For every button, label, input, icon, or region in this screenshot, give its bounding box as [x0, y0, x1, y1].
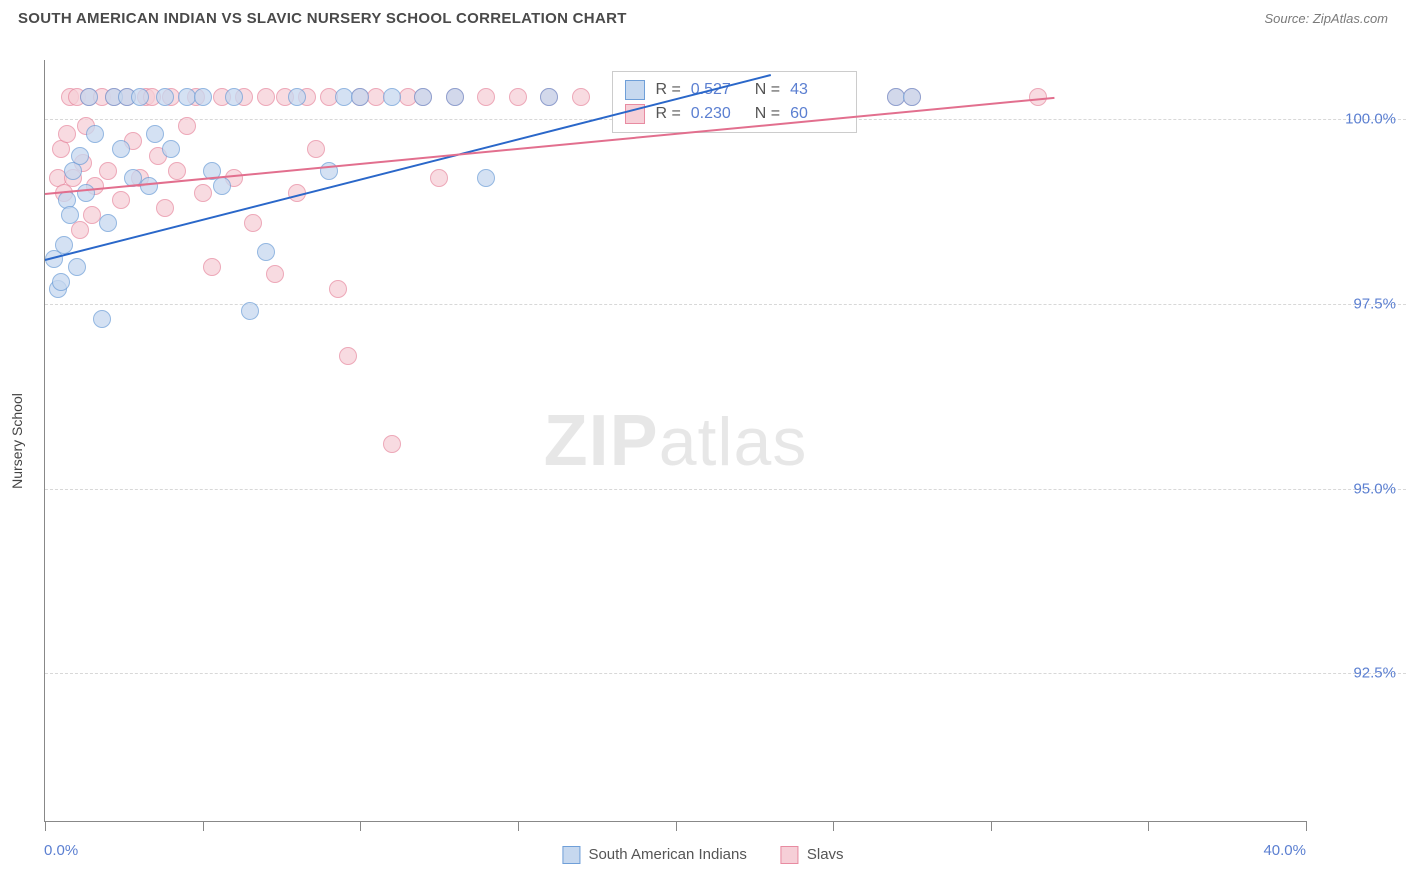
data-point: [213, 177, 231, 195]
chart-area: Nursery School ZIPatlas 92.5%95.0%97.5%1…: [44, 60, 1306, 822]
data-point: [339, 347, 357, 365]
stat-legend: R =0.527N =43R =0.230N =60: [612, 71, 857, 133]
data-point: [131, 88, 149, 106]
x-tick: [1148, 821, 1149, 831]
x-tick: [991, 821, 992, 831]
y-tick-label: 92.5%: [1353, 665, 1396, 682]
x-axis-min-label: 0.0%: [44, 842, 78, 859]
source-attribution: Source: ZipAtlas.com: [1264, 11, 1388, 26]
legend-label: South American Indians: [588, 846, 746, 863]
legend-swatch: [562, 846, 580, 864]
watermark-bold: ZIP: [544, 401, 659, 481]
data-point: [178, 117, 196, 135]
data-point: [77, 184, 95, 202]
gridline: [45, 673, 1406, 674]
data-point: [241, 302, 259, 320]
stat-n-label: N =: [755, 81, 780, 99]
data-point: [146, 125, 164, 143]
data-point: [194, 184, 212, 202]
y-tick-label: 97.5%: [1353, 295, 1396, 312]
data-point: [162, 140, 180, 158]
data-point: [257, 88, 275, 106]
data-point: [156, 88, 174, 106]
data-point: [71, 221, 89, 239]
data-point: [383, 88, 401, 106]
x-tick: [1306, 821, 1307, 831]
legend-swatch: [625, 80, 645, 100]
y-tick-label: 100.0%: [1345, 111, 1396, 128]
data-point: [383, 435, 401, 453]
data-point: [477, 88, 495, 106]
data-point: [55, 236, 73, 254]
gridline: [45, 489, 1406, 490]
data-point: [329, 280, 347, 298]
stat-r-value: 0.230: [691, 105, 745, 123]
legend-bottom: South American Indians Slavs: [562, 846, 843, 864]
data-point: [307, 140, 325, 158]
y-axis-label: Nursery School: [9, 393, 25, 489]
data-point: [168, 162, 186, 180]
stat-r-label: R =: [655, 105, 680, 123]
data-point: [68, 258, 86, 276]
data-point: [446, 88, 464, 106]
x-axis-max-label: 40.0%: [1263, 842, 1306, 859]
x-tick: [45, 821, 46, 831]
data-point: [244, 214, 262, 232]
data-point: [288, 88, 306, 106]
legend-swatch: [781, 846, 799, 864]
data-point: [225, 88, 243, 106]
data-point: [112, 191, 130, 209]
x-tick: [203, 821, 204, 831]
legend-item: South American Indians: [562, 846, 746, 864]
plot-region: Nursery School ZIPatlas 92.5%95.0%97.5%1…: [44, 60, 1306, 822]
x-tick: [676, 821, 677, 831]
legend-label: Slavs: [807, 846, 844, 863]
data-point: [71, 147, 89, 165]
x-tick: [833, 821, 834, 831]
data-point: [93, 310, 111, 328]
data-point: [112, 140, 130, 158]
trend-line: [45, 97, 1055, 195]
chart-title: SOUTH AMERICAN INDIAN VS SLAVIC NURSERY …: [18, 10, 627, 27]
data-point: [156, 199, 174, 217]
data-point: [430, 169, 448, 187]
data-point: [351, 88, 369, 106]
x-tick: [518, 821, 519, 831]
legend-item: Slavs: [781, 846, 844, 864]
data-point: [52, 273, 70, 291]
data-point: [414, 88, 432, 106]
data-point: [266, 265, 284, 283]
y-tick-label: 95.0%: [1353, 480, 1396, 497]
data-point: [540, 88, 558, 106]
data-point: [99, 214, 117, 232]
data-point: [257, 243, 275, 261]
watermark-light: atlas: [659, 404, 808, 480]
stat-n-value: 43: [790, 81, 844, 99]
x-tick: [360, 821, 361, 831]
stat-n-label: N =: [755, 105, 780, 123]
data-point: [903, 88, 921, 106]
data-point: [80, 88, 98, 106]
data-point: [203, 258, 221, 276]
data-point: [509, 88, 527, 106]
data-point: [86, 125, 104, 143]
data-point: [477, 169, 495, 187]
data-point: [194, 88, 212, 106]
data-point: [99, 162, 117, 180]
data-point: [572, 88, 590, 106]
data-point: [58, 125, 76, 143]
watermark: ZIPatlas: [544, 400, 808, 482]
stat-legend-row: R =0.230N =60: [625, 102, 844, 126]
data-point: [61, 206, 79, 224]
